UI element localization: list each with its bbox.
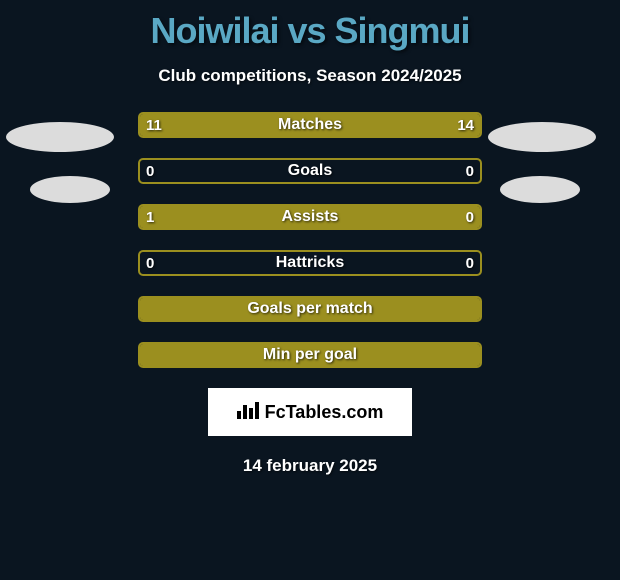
stat-label: Matches <box>138 112 482 138</box>
stat-label: Hattricks <box>138 250 482 276</box>
stat-value-right: 0 <box>466 158 474 184</box>
subtitle: Club competitions, Season 2024/2025 <box>0 66 620 86</box>
stat-row: Goals per match <box>138 296 482 322</box>
stat-value-right: 14 <box>457 112 474 138</box>
chart-icon <box>237 399 259 425</box>
stat-label: Min per goal <box>138 342 482 368</box>
stat-label: Goals per match <box>138 296 482 322</box>
player-avatar-placeholder <box>6 122 114 152</box>
stat-row: Min per goal <box>138 342 482 368</box>
brand-logo-box: FcTables.com <box>208 388 412 436</box>
stat-value-left: 1 <box>146 204 154 230</box>
player-avatar-placeholder <box>30 176 110 203</box>
date-text: 14 february 2025 <box>0 456 620 476</box>
player-avatar-placeholder <box>500 176 580 203</box>
page-title: Noiwilai vs Singmui <box>0 0 620 52</box>
stat-value-left: 0 <box>146 250 154 276</box>
stat-value-left: 11 <box>146 112 162 138</box>
stat-row: Matches11 14 <box>138 112 482 138</box>
stat-row: Hattricks0 0 <box>138 250 482 276</box>
stat-row: Assists1 0 <box>138 204 482 230</box>
player-avatar-placeholder <box>488 122 596 152</box>
stat-row: Goals0 0 <box>138 158 482 184</box>
brand-text: FcTables.com <box>265 402 384 423</box>
stat-label: Goals <box>138 158 482 184</box>
stat-value-right: 0 <box>466 250 474 276</box>
stat-value-left: 0 <box>146 158 154 184</box>
stat-value-right: 0 <box>466 204 474 230</box>
stat-label: Assists <box>138 204 482 230</box>
